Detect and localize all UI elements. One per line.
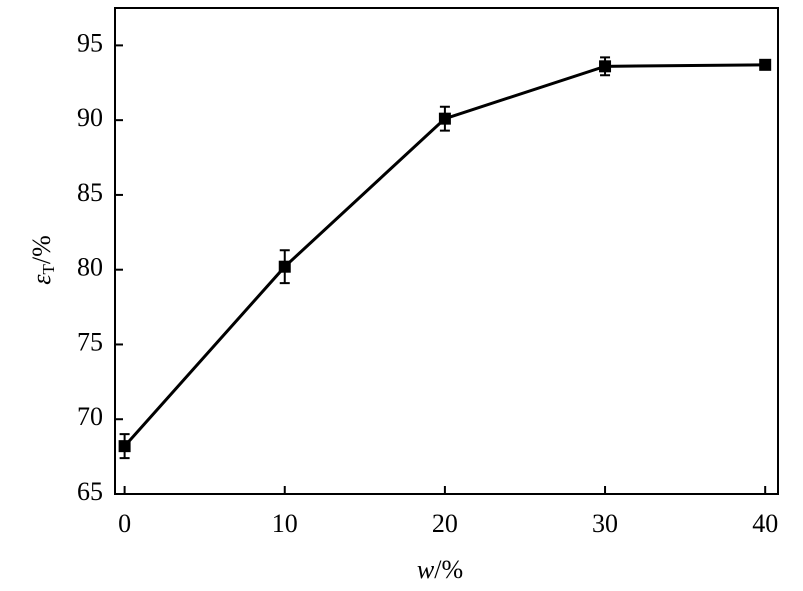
y-tick-label: 85: [77, 178, 103, 207]
y-label-subscript: T: [39, 264, 58, 275]
y-label-symbol: ε: [27, 274, 56, 285]
y-tick-label: 90: [77, 103, 103, 132]
x-tick-label: 0: [118, 509, 131, 538]
data-point: [438, 112, 451, 125]
x-tick-label: 20: [432, 509, 458, 538]
data-point: [599, 60, 612, 73]
y-tick-label: 65: [77, 477, 103, 506]
y-tick-label: 70: [77, 402, 103, 431]
y-tick-label: 95: [77, 28, 103, 57]
x-axis-label: w/%: [417, 555, 463, 584]
y-tick-label: 75: [77, 327, 103, 356]
x-label-symbol: w: [417, 555, 435, 584]
plot-frame: [114, 7, 779, 495]
data-point: [278, 260, 291, 273]
y-tick-label: 80: [77, 253, 103, 282]
x-tick-label: 10: [272, 509, 298, 538]
x-label-unit: /%: [434, 555, 463, 584]
x-tick-label: 40: [752, 509, 778, 538]
x-tick-label: 30: [592, 509, 618, 538]
y-label-unit: /%: [27, 235, 56, 264]
data-point: [759, 58, 772, 71]
y-axis-label: εT/%: [27, 235, 58, 285]
data-point: [118, 440, 131, 453]
